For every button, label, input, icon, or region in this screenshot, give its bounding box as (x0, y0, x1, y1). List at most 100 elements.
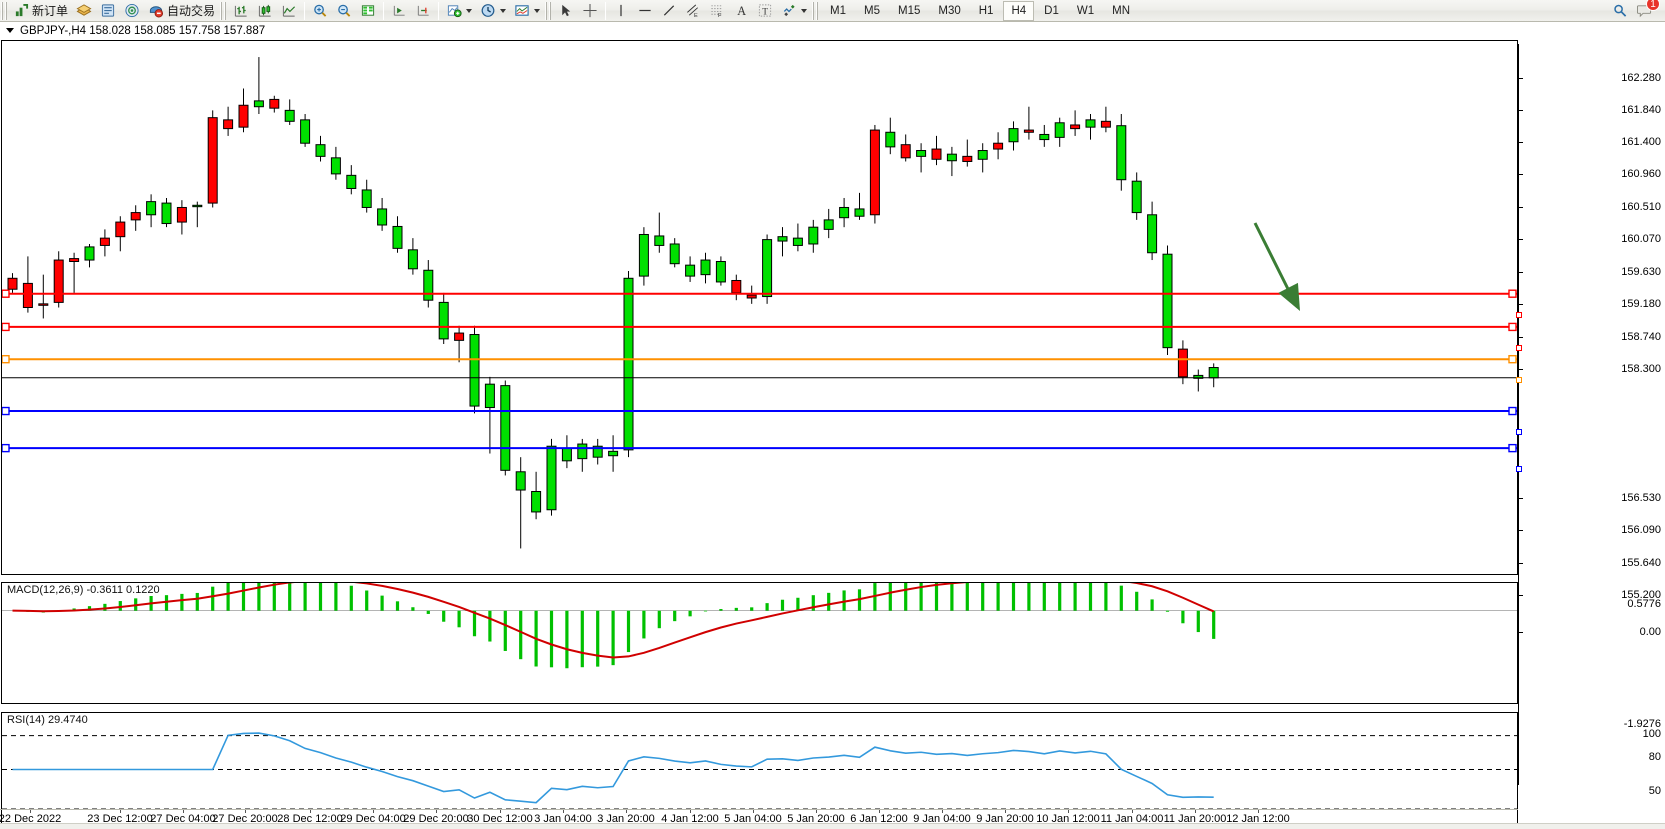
search-icon (1612, 3, 1628, 18)
timeframe-d1[interactable]: D1 (1044, 4, 1059, 17)
horizontal-line-button[interactable] (633, 1, 657, 21)
add-indicator-button[interactable] (442, 1, 476, 21)
time-axis-tickmark (753, 810, 754, 813)
new-order-button[interactable]: 新订单 (10, 1, 72, 21)
timeframe-m1[interactable]: M1 (830, 4, 847, 17)
zoom-out-button[interactable] (332, 1, 356, 21)
auto-trading-button[interactable]: 自动交易 (144, 1, 219, 21)
price-axis-tick: 156.090 (1621, 524, 1661, 537)
zoom-in-button[interactable] (308, 1, 332, 21)
text-label-button[interactable]: T (753, 1, 777, 21)
timeframe-m5[interactable]: M5 (864, 4, 880, 17)
chart-shift-icon (415, 3, 431, 18)
timeframe-w1[interactable]: W1 (1076, 4, 1095, 17)
macd-axis-tick: 0.00 (1639, 625, 1661, 638)
bar-chart-button[interactable] (229, 1, 253, 21)
signals-button[interactable] (120, 1, 144, 21)
level-handle-pivot[interactable] (1516, 377, 1522, 384)
timeframe-h1[interactable]: H1 (978, 4, 994, 17)
chevron-down-icon-3[interactable] (534, 8, 541, 13)
rsi-pane[interactable]: RSI(14) 29.4740 (1, 712, 1518, 827)
trendline-button[interactable] (657, 1, 681, 21)
templates-button[interactable] (510, 1, 544, 21)
chevron-down-icon-4[interactable] (801, 8, 808, 13)
timeframe-m30[interactable]: M30 (938, 4, 961, 17)
news-icon (100, 3, 116, 18)
line-chart-icon (281, 3, 297, 18)
periods-icon (480, 3, 496, 18)
price-axis-tick: 161.400 (1621, 136, 1661, 149)
price-axis-tick: 158.740 (1621, 330, 1661, 343)
auto-trading-icon (148, 3, 164, 18)
cursor-button[interactable] (554, 1, 578, 21)
time-axis-label: 9 Jan 04:00 (913, 813, 971, 825)
chart-shift-button[interactable] (411, 1, 435, 21)
timeframe-mn[interactable]: MN (1112, 4, 1130, 17)
text-icon: A (733, 3, 749, 18)
chart-menu-icon[interactable] (6, 28, 14, 33)
timeframes-grip[interactable] (812, 1, 820, 20)
history-button[interactable] (72, 1, 96, 21)
price-axis-tick: 162.280 (1621, 72, 1661, 85)
time-axis-label: 27 Dec 04:00 (150, 813, 216, 825)
equidistant-channel-button[interactable]: E (681, 1, 705, 21)
time-axis-label: 11 Jan 04:00 (1100, 813, 1164, 825)
search-button[interactable] (1608, 1, 1632, 21)
line-chart-button[interactable] (277, 1, 301, 21)
news-button[interactable] (96, 1, 120, 21)
time-axis-tickmark (500, 810, 501, 813)
level-handle-resistance-2[interactable] (1516, 344, 1522, 351)
chat-button[interactable]: 1 (1632, 0, 1660, 21)
time-axis-label: 10 Jan 12:00 (1036, 813, 1100, 825)
candlestick-chart-button[interactable] (253, 1, 277, 21)
level-handle-resistance-1[interactable] (1516, 311, 1522, 318)
price-axis-tickmark (1519, 78, 1523, 80)
svg-text:A: A (737, 4, 746, 18)
vertical-line-icon (613, 3, 629, 18)
chart-tools-grip[interactable] (220, 1, 228, 20)
crosshair-button[interactable] (578, 1, 602, 21)
price-axis-tick: 160.960 (1621, 168, 1661, 181)
text-button[interactable]: A (729, 1, 753, 21)
timeframe-h4[interactable]: H4 (1003, 0, 1035, 21)
periods-button[interactable] (476, 1, 510, 21)
time-axis-tickmark (879, 810, 880, 813)
time-axis-label: 27 Dec 20:00 (212, 813, 278, 825)
time-axis-label: 5 Jan 20:00 (787, 813, 845, 825)
main-toolbar: 新订单 自动交易 (0, 0, 1665, 22)
time-axis-label: 23 Dec 12:00 (87, 813, 153, 825)
macd-axis-tickmark (1519, 631, 1523, 633)
price-axis-tickmark (1519, 530, 1523, 532)
price-axis-tick: 160.070 (1621, 233, 1661, 246)
scroll-to-end-button[interactable] (387, 1, 411, 21)
data-window-button[interactable] (356, 1, 380, 21)
fibonacci-button[interactable]: F (705, 1, 729, 21)
time-axis-tickmark (690, 810, 691, 813)
drawing-tools-grip[interactable] (545, 1, 553, 20)
vertical-line-button[interactable] (609, 1, 633, 21)
time-axis-label: 9 Jan 20:00 (976, 813, 1034, 825)
chevron-down-icon[interactable] (466, 8, 473, 13)
timeframe-m15[interactable]: M15 (898, 4, 921, 17)
price-axis[interactable]: 162.280 161.840 161.400 160.960 160.510 160.0… (1515, 22, 1665, 829)
time-axis-label: 30 Dec 12:00 (467, 813, 533, 825)
toolbar-grip[interactable] (1, 1, 8, 20)
level-handle-support-1[interactable] (1516, 429, 1522, 436)
time-axis-label: 29 Dec 04:00 (340, 813, 406, 825)
toolbar-separator (304, 1, 306, 20)
chart-symbol-ohlc: GBPJPY-,H4 158.028 158.085 157.758 157.8… (20, 24, 266, 37)
time-axis[interactable]: 22 Dec 2022 23 Dec 12:00 27 Dec 04:00 27 De… (0, 809, 1518, 829)
macd-pane[interactable]: MACD(12,26,9) -0.3611 0.1220 (1, 582, 1518, 704)
price-axis-tickmark (1519, 336, 1523, 338)
time-axis-tickmark (816, 810, 817, 813)
price-axis-tickmark (1519, 110, 1523, 112)
level-handle-support-2[interactable] (1516, 466, 1522, 473)
chevron-down-icon-2[interactable] (500, 8, 507, 13)
objects-button[interactable] (777, 1, 811, 21)
rsi-axis-tick: 100 (1642, 728, 1661, 740)
price-pane[interactable] (1, 40, 1518, 575)
time-axis-tickmark (436, 810, 437, 813)
time-axis-tickmark (310, 810, 311, 813)
price-axis-tick: 160.510 (1621, 201, 1661, 214)
time-axis-tickmark (1005, 810, 1006, 813)
